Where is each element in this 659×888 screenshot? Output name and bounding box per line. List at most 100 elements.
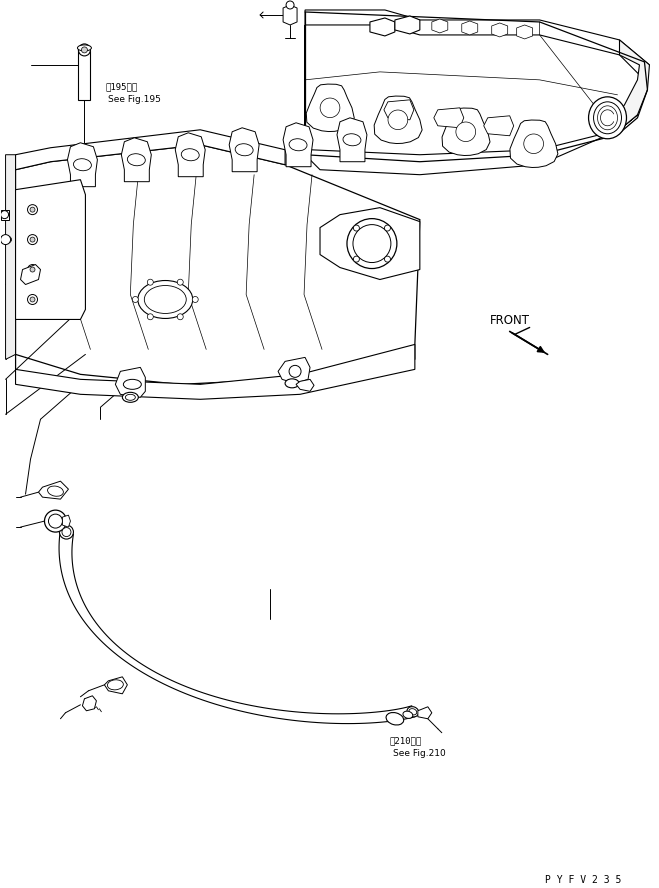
Polygon shape: [610, 40, 650, 130]
Polygon shape: [278, 357, 310, 384]
Text: P Y F V 2 3 5: P Y F V 2 3 5: [544, 876, 621, 885]
Polygon shape: [16, 179, 86, 320]
Polygon shape: [175, 133, 205, 177]
Ellipse shape: [594, 102, 621, 134]
Polygon shape: [484, 115, 513, 136]
Ellipse shape: [59, 525, 73, 539]
Ellipse shape: [343, 134, 361, 146]
Ellipse shape: [456, 122, 476, 141]
Circle shape: [384, 256, 390, 262]
Polygon shape: [229, 128, 259, 171]
Circle shape: [28, 295, 38, 305]
Polygon shape: [20, 265, 40, 284]
Circle shape: [49, 514, 63, 528]
Text: FRONT: FRONT: [490, 314, 530, 328]
Polygon shape: [115, 368, 146, 397]
Circle shape: [148, 313, 154, 320]
Circle shape: [353, 225, 359, 231]
Circle shape: [132, 297, 138, 303]
Circle shape: [30, 297, 35, 302]
Ellipse shape: [353, 225, 391, 263]
Circle shape: [1, 210, 9, 218]
Polygon shape: [418, 707, 432, 718]
Ellipse shape: [285, 379, 299, 388]
Polygon shape: [374, 96, 422, 144]
Ellipse shape: [524, 134, 544, 154]
Ellipse shape: [78, 45, 92, 51]
Ellipse shape: [347, 218, 397, 268]
Circle shape: [45, 510, 67, 532]
Polygon shape: [305, 10, 650, 75]
Polygon shape: [5, 155, 16, 360]
Polygon shape: [510, 120, 558, 168]
Ellipse shape: [127, 154, 145, 166]
Polygon shape: [305, 25, 637, 175]
Polygon shape: [337, 118, 367, 162]
Circle shape: [30, 207, 35, 212]
Polygon shape: [384, 99, 414, 120]
Polygon shape: [306, 84, 355, 131]
Polygon shape: [82, 696, 96, 710]
Ellipse shape: [320, 98, 340, 117]
Text: 見210図参: 見210図参: [390, 737, 422, 746]
Polygon shape: [16, 145, 420, 385]
Circle shape: [286, 1, 294, 9]
Ellipse shape: [73, 159, 92, 170]
Polygon shape: [370, 18, 395, 36]
Ellipse shape: [47, 486, 63, 496]
Polygon shape: [320, 208, 420, 280]
Polygon shape: [67, 143, 98, 186]
Polygon shape: [16, 345, 415, 400]
Polygon shape: [492, 23, 507, 37]
Circle shape: [30, 267, 35, 272]
Circle shape: [28, 265, 38, 274]
Polygon shape: [78, 50, 90, 99]
Polygon shape: [63, 515, 71, 527]
Polygon shape: [38, 481, 69, 499]
Text: 見195図参: 見195図参: [105, 82, 138, 91]
Circle shape: [384, 225, 390, 231]
Ellipse shape: [388, 110, 408, 130]
Polygon shape: [1, 210, 9, 219]
Ellipse shape: [107, 680, 123, 690]
Circle shape: [28, 234, 38, 244]
Polygon shape: [517, 25, 532, 39]
Ellipse shape: [409, 709, 416, 715]
Ellipse shape: [144, 286, 186, 313]
Ellipse shape: [138, 281, 192, 319]
Polygon shape: [296, 379, 314, 392]
Polygon shape: [16, 130, 285, 170]
Polygon shape: [121, 138, 152, 182]
Circle shape: [148, 279, 154, 285]
Circle shape: [28, 204, 38, 215]
Text: See Fig.195: See Fig.195: [108, 95, 161, 104]
Ellipse shape: [123, 392, 138, 402]
Circle shape: [353, 256, 359, 262]
Polygon shape: [104, 677, 127, 694]
Polygon shape: [283, 5, 297, 25]
Polygon shape: [432, 19, 448, 33]
Circle shape: [78, 44, 90, 56]
Polygon shape: [434, 107, 464, 128]
Polygon shape: [462, 21, 478, 35]
Circle shape: [177, 279, 183, 285]
Ellipse shape: [588, 97, 627, 139]
Ellipse shape: [235, 144, 253, 155]
Ellipse shape: [125, 394, 135, 400]
Ellipse shape: [0, 235, 12, 243]
Ellipse shape: [407, 707, 418, 717]
Polygon shape: [283, 123, 313, 167]
Ellipse shape: [181, 148, 199, 161]
Ellipse shape: [403, 711, 413, 718]
Circle shape: [192, 297, 198, 303]
Circle shape: [177, 313, 183, 320]
Ellipse shape: [289, 139, 307, 151]
Circle shape: [30, 237, 35, 242]
Ellipse shape: [123, 379, 141, 389]
Circle shape: [289, 365, 301, 377]
Circle shape: [1, 234, 11, 244]
Polygon shape: [395, 16, 420, 34]
Ellipse shape: [386, 712, 404, 725]
Circle shape: [82, 47, 88, 53]
Ellipse shape: [62, 527, 71, 536]
